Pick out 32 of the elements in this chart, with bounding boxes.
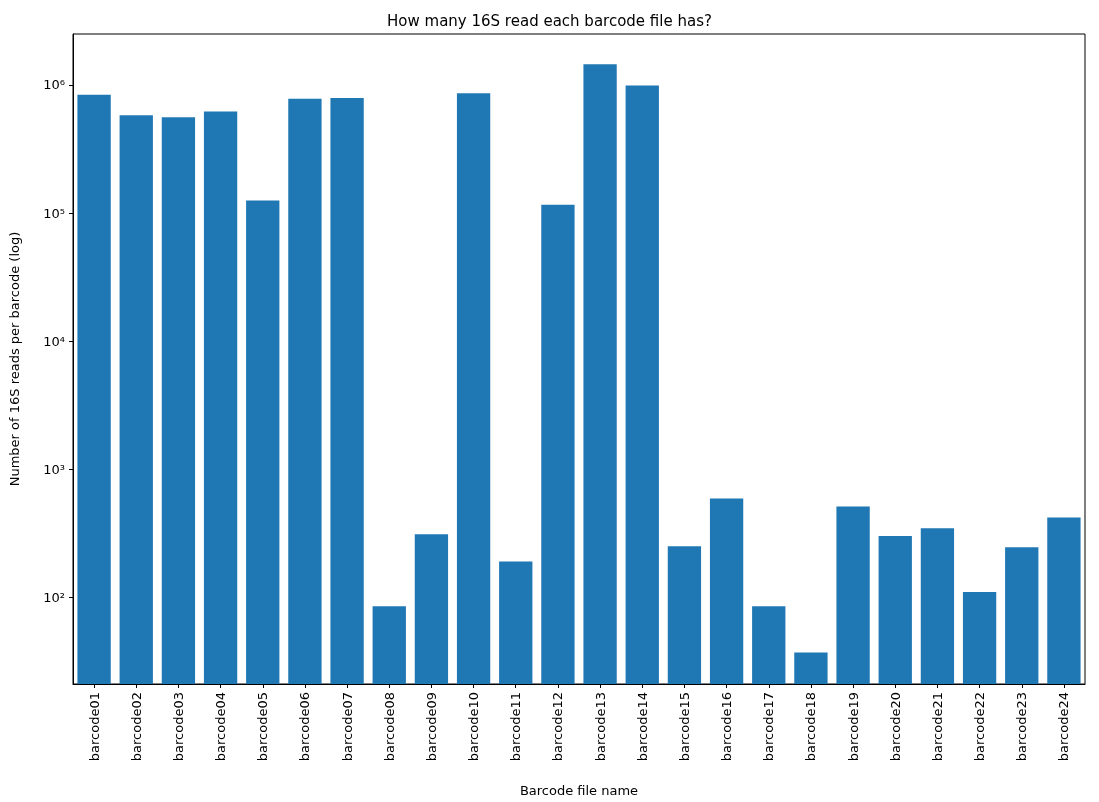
x-tick-label: barcode09 — [423, 692, 439, 762]
x-axis-title: Barcode file name — [519, 783, 639, 798]
x-tick-label: barcode04 — [213, 692, 229, 762]
x-tick-label: barcode13 — [592, 692, 608, 762]
x-tick-label: barcode15 — [676, 692, 692, 762]
x-tick-label: barcode22 — [972, 692, 988, 762]
x-tick-label: barcode17 — [761, 692, 777, 762]
x-tick-label: barcode01 — [86, 692, 102, 762]
x-tick-label: barcode18 — [803, 692, 819, 762]
y-tick-label: 10³ — [43, 461, 65, 477]
y-tick-label: 10⁴ — [43, 333, 65, 349]
x-tick-label: barcode06 — [297, 692, 313, 762]
x-tick-label: barcode16 — [719, 692, 735, 762]
x-tick-label: barcode11 — [508, 692, 524, 762]
y-axis-title: Number of 16S reads per barcode (log) — [7, 231, 22, 487]
y-tick-label: 10⁵ — [43, 205, 65, 221]
x-tick-label: barcode12 — [550, 692, 566, 762]
chart-title: How many 16S read each barcode file has? — [387, 11, 712, 30]
x-tick-label: barcode20 — [887, 692, 903, 762]
x-tick-label: barcode10 — [466, 692, 482, 762]
x-tick-label: barcode23 — [1014, 692, 1030, 762]
x-tick-label: barcode19 — [845, 692, 861, 762]
x-tick-label: barcode03 — [170, 692, 186, 762]
x-tick-label: barcode24 — [1056, 692, 1072, 762]
x-tick-label: barcode14 — [634, 692, 650, 762]
x-tick-label: barcode05 — [255, 692, 271, 762]
x-tick-label: barcode21 — [929, 692, 945, 762]
x-tick-label: barcode07 — [339, 692, 355, 762]
x-tick-label: barcode08 — [381, 692, 397, 762]
x-tick-label: barcode02 — [128, 692, 144, 762]
y-tick-label: 10⁶ — [43, 77, 65, 93]
y-tick-label: 10² — [43, 589, 65, 605]
